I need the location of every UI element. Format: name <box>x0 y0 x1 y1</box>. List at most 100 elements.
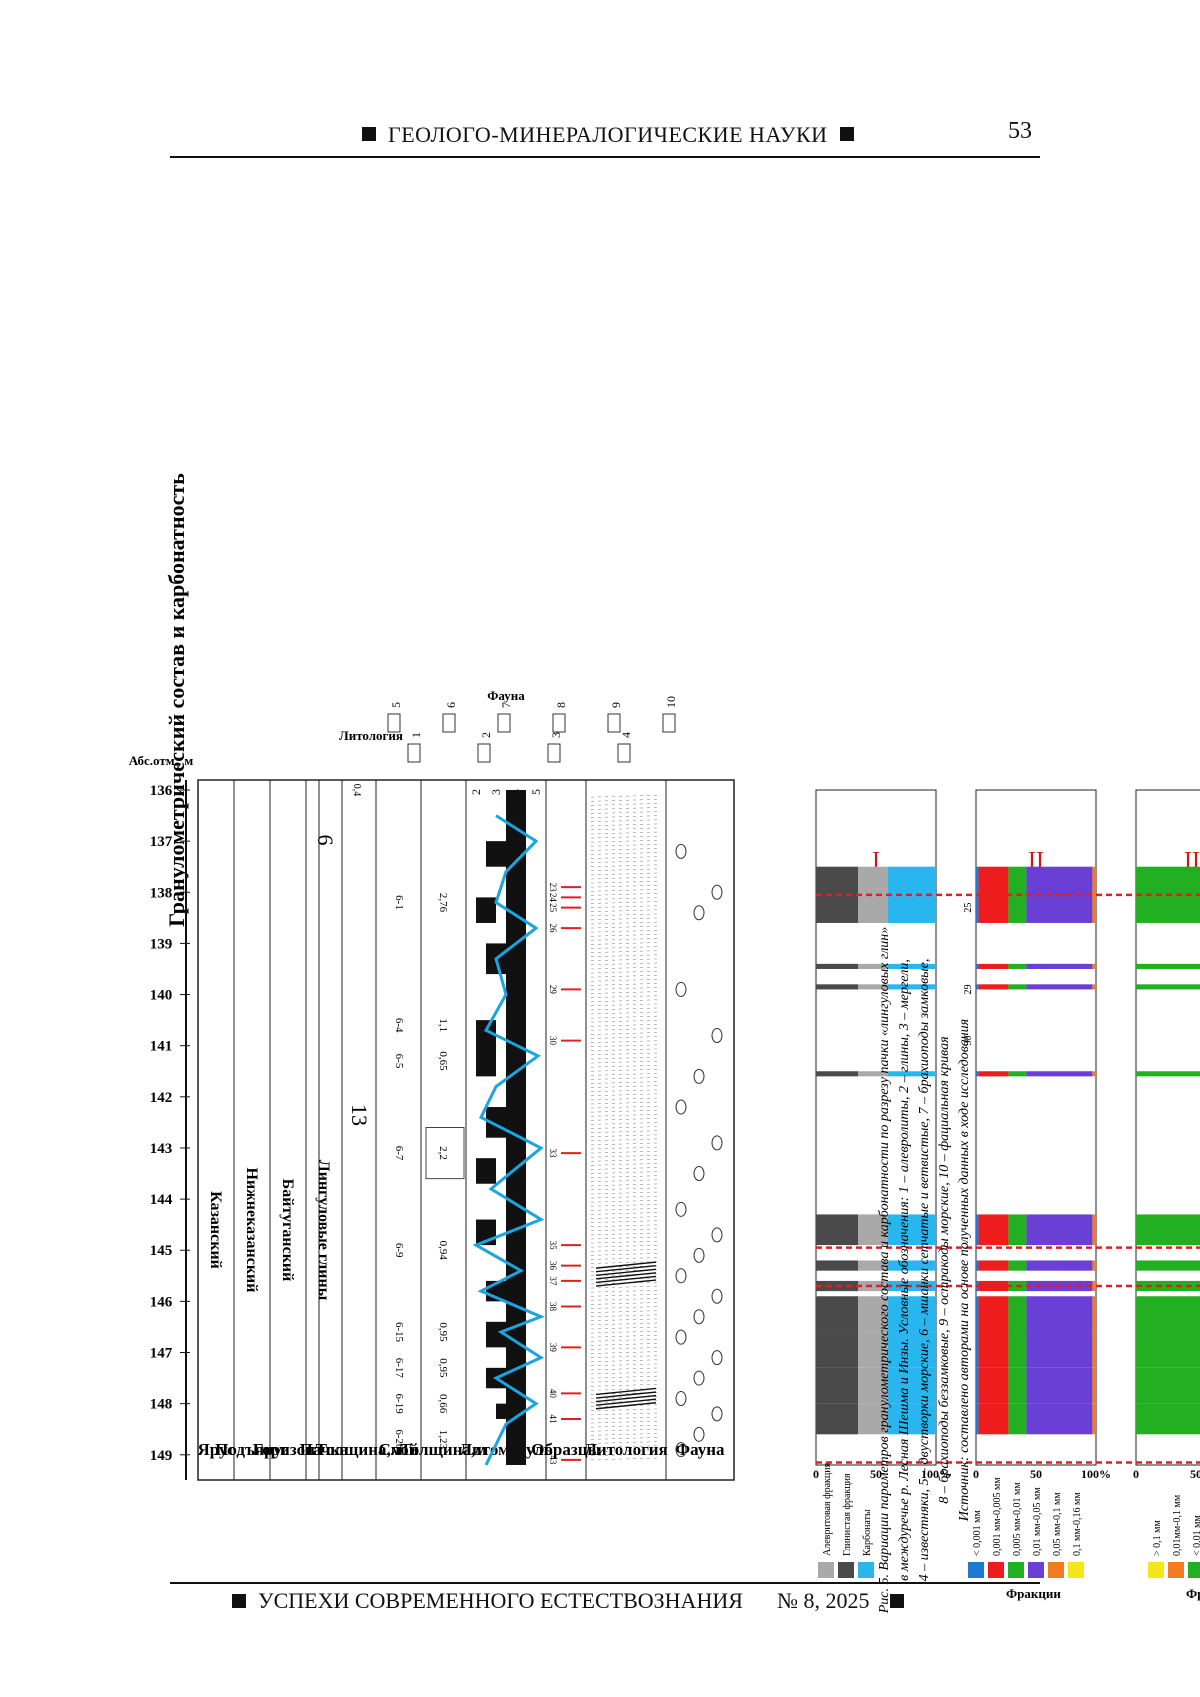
sample-label: 39 <box>548 1343 558 1353</box>
fauna-icon <box>693 1426 705 1442</box>
stacked-bar-segment <box>978 1367 1009 1404</box>
layer-name: 6-1 <box>393 895 405 910</box>
stacked-bar-segment <box>978 984 1009 990</box>
lithology-hatch <box>590 1375 662 1379</box>
thickness-lower: 0,4 <box>351 784 362 797</box>
lithology-hatch <box>590 1044 662 1047</box>
lithology-hatch <box>590 1445 662 1448</box>
lithology-hatch <box>590 1159 662 1162</box>
legend-label: < 0,01 мм <box>1192 1515 1200 1556</box>
sample-label: 33 <box>548 1149 558 1159</box>
journal-name: УСПЕХИ СОВРЕМЕННОГО ЕСТЕСТВОЗНАНИЯ <box>258 1588 743 1613</box>
depth-tick-label: 136 <box>150 783 173 799</box>
lithology-hatch <box>590 1224 662 1227</box>
lithology-hatch <box>590 1109 662 1113</box>
stacked-bar-segment <box>978 866 1009 923</box>
stacked-bar-segment <box>1008 1403 1027 1435</box>
lithology-hatch <box>590 1253 662 1256</box>
lithology-hatch <box>590 827 662 831</box>
legend-title: Фракции <box>1186 1586 1200 1601</box>
stacked-bar-segment <box>978 1260 1009 1271</box>
legend-label: 0,001 мм-0,005 мм <box>992 1477 1003 1556</box>
stacked-bar-segment <box>858 1214 888 1246</box>
lithology-hatch <box>590 1236 662 1240</box>
panel-tick: 50 <box>1190 1467 1200 1481</box>
marl-hatch <box>595 1387 657 1396</box>
stacked-bar-segment <box>1026 1214 1093 1246</box>
lithology-hatch <box>590 1126 662 1129</box>
lithology-hatch <box>590 872 662 876</box>
marl-hatch <box>595 1402 657 1410</box>
lithomodule-block <box>476 1158 496 1184</box>
legend-title: Фракции <box>1006 1586 1061 1601</box>
lithology-hatch <box>590 979 662 982</box>
stacked-bar-segment <box>1092 1296 1097 1333</box>
stacked-bar-segment <box>1026 1367 1093 1404</box>
lithology-hatch <box>590 880 662 884</box>
lithology-hatch <box>590 1122 662 1125</box>
stacked-bar-segment <box>1008 963 1027 969</box>
fauna-icon <box>675 1268 687 1284</box>
layer-thickness: 0,66 <box>437 1394 449 1414</box>
stacked-bar-segment <box>858 984 888 990</box>
stacked-bar-segment <box>1008 1071 1027 1077</box>
stacked-bar-segment <box>1092 1260 1097 1271</box>
stacked-bar-segment <box>858 1071 888 1077</box>
panel-tick: 0 <box>973 1467 979 1481</box>
legend-swatch <box>968 1562 984 1578</box>
lithology-hatch <box>590 1077 662 1080</box>
legend-label: < 0,001 мм <box>972 1510 983 1556</box>
lithology-legend-number: 6 <box>444 702 458 708</box>
stacked-bar-segment <box>1092 963 1097 969</box>
lithomodule-tick: 3 <box>489 789 503 795</box>
lithomodule-block <box>486 841 506 867</box>
lithology-legend-title: Литология <box>339 728 403 743</box>
lithology-hatch <box>590 1351 662 1354</box>
member-label: Лингуловые глины <box>315 1160 332 1301</box>
lithology-hatch <box>590 983 662 986</box>
layer-name: 6-7 <box>393 1146 405 1161</box>
layer-name: 6-5 <box>393 1054 405 1069</box>
stacked-bar-segment <box>978 1214 1009 1246</box>
lithology-hatch <box>590 835 662 839</box>
fauna-icon <box>711 1227 723 1243</box>
lithology-hatch <box>590 893 662 896</box>
lithology-hatch <box>590 934 662 937</box>
square-bullet-icon <box>362 127 376 141</box>
marl-hatch <box>595 1391 657 1399</box>
sample-label: 23 <box>548 883 558 893</box>
legend-label: > 0,1 мм <box>1152 1520 1163 1556</box>
lithology-hatch <box>590 864 662 867</box>
marl-hatch <box>595 1279 657 1287</box>
lithology-hatch <box>590 1024 662 1027</box>
column-header: Пачка <box>300 1440 349 1459</box>
marl-hatch <box>595 1394 657 1403</box>
lithology-hatch <box>590 1195 662 1199</box>
sample-label: 25 <box>548 903 558 913</box>
fauna-icon <box>675 1391 687 1407</box>
stacked-bar-segment <box>1092 1280 1097 1292</box>
lithology-hatch <box>590 1326 662 1330</box>
lithology-hatch <box>590 1318 662 1322</box>
fauna-icon <box>711 1406 723 1422</box>
lithology-hatch <box>590 1069 662 1072</box>
lithology-hatch <box>590 897 662 900</box>
header-rule <box>170 156 1040 158</box>
lithology-hatch <box>590 856 662 859</box>
stacked-bar-segment <box>1092 1367 1097 1404</box>
lithology-hatch <box>590 1191 662 1195</box>
fauna-icon <box>693 1247 705 1263</box>
lithology-hatch <box>590 1232 662 1236</box>
lithology-hatch <box>590 831 662 835</box>
fauna-icon <box>693 1166 705 1182</box>
stacked-bar-segment <box>978 963 1009 969</box>
lithology-hatch <box>590 995 662 998</box>
legend-swatch <box>1188 1562 1200 1578</box>
lithology-hatch <box>590 925 662 929</box>
lithology-hatch <box>590 1064 662 1068</box>
lithology-hatch <box>590 839 662 843</box>
lithology-hatch <box>590 1437 662 1440</box>
fauna-icon <box>693 1068 705 1084</box>
lithology-hatch <box>590 987 662 990</box>
